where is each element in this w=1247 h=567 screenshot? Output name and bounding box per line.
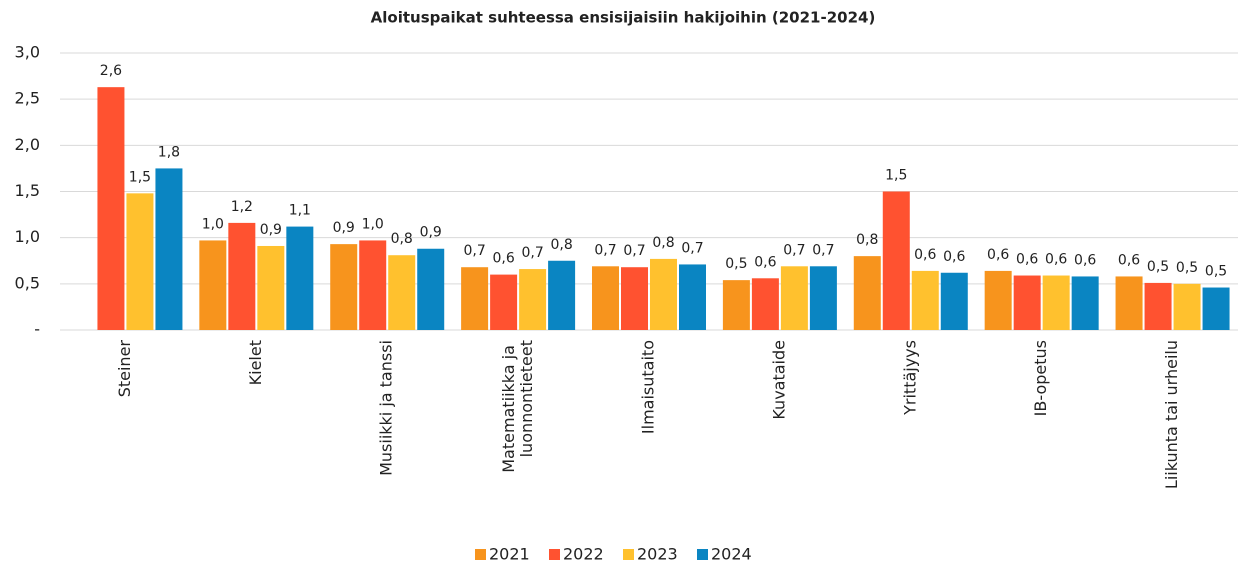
- data-label: 1,0: [362, 216, 384, 232]
- x-tick-label: Yrittäjyys: [900, 340, 919, 416]
- bar: [940, 272, 968, 330]
- data-label: 0,7: [783, 242, 805, 258]
- data-label: 1,0: [202, 216, 224, 232]
- bar: [388, 255, 416, 330]
- x-tick-label: IB-opetus: [1031, 340, 1050, 416]
- bar: [286, 226, 314, 330]
- data-label: 0,7: [594, 242, 616, 258]
- data-label: 1,8: [158, 144, 180, 160]
- bar: [722, 280, 750, 330]
- bar: [330, 244, 358, 330]
- bar: [1115, 276, 1143, 330]
- x-tick-label: Steiner: [115, 340, 134, 398]
- bar: [417, 248, 445, 330]
- data-label: 0,8: [856, 232, 878, 248]
- legend-label: 2021: [489, 545, 530, 564]
- data-label: 0,5: [1205, 264, 1227, 280]
- data-label: 0,6: [914, 247, 936, 263]
- data-label: 0,7: [812, 242, 834, 258]
- data-label: 0,5: [1147, 259, 1169, 275]
- bar: [97, 87, 125, 330]
- bar: [751, 278, 779, 330]
- legend-swatch: [623, 549, 634, 560]
- bar: [228, 222, 256, 330]
- bar: [199, 240, 227, 330]
- bar: [911, 270, 939, 330]
- legend-swatch: [549, 549, 560, 560]
- y-tick-label: 1,5: [15, 181, 40, 200]
- bar: [1144, 282, 1172, 330]
- data-label: 0,7: [681, 240, 703, 256]
- data-label: 0,6: [943, 249, 965, 265]
- bar: [155, 168, 183, 330]
- bar: [257, 245, 285, 330]
- data-label: 0,6: [1118, 252, 1140, 268]
- x-tick-label: Kielet: [246, 340, 265, 385]
- data-label: 0,5: [1176, 260, 1198, 276]
- x-tick-label: Musiikki ja tanssi: [377, 340, 396, 476]
- data-label: 2,6: [100, 63, 122, 79]
- x-tick-label: Kuvataide: [769, 340, 788, 420]
- x-tick-label: Liikunta tai urheilu: [1162, 340, 1181, 489]
- y-tick-label: 2,0: [15, 135, 40, 154]
- y-tick-label: 0,5: [15, 273, 40, 292]
- bar: [984, 270, 1012, 330]
- data-label: 0,6: [1045, 252, 1067, 268]
- bar: [679, 264, 706, 330]
- data-label: 0,7: [463, 243, 485, 259]
- bar: [1013, 275, 1041, 330]
- legend-swatch: [475, 549, 486, 560]
- data-label: 0,8: [391, 231, 413, 247]
- bar: [809, 266, 837, 330]
- legend-label: 2023: [637, 545, 678, 564]
- bar: [650, 258, 677, 330]
- data-label: 1,2: [231, 199, 253, 215]
- bar: [461, 267, 489, 330]
- y-tick-label: -: [34, 320, 40, 339]
- data-label: 1,5: [129, 169, 151, 185]
- legend-swatch: [697, 549, 708, 560]
- data-label: 0,8: [652, 235, 674, 251]
- data-label: 0,8: [550, 237, 572, 253]
- y-tick-label: 2,5: [15, 89, 40, 108]
- data-label: 0,7: [623, 243, 645, 259]
- bar: [780, 266, 808, 330]
- bar: [490, 274, 518, 330]
- data-label: 0,5: [725, 256, 747, 272]
- data-label: 0,9: [420, 225, 442, 241]
- legend-label: 2024: [711, 545, 752, 564]
- bar: [882, 191, 910, 330]
- bar: [519, 269, 547, 330]
- data-label: 1,1: [289, 203, 311, 219]
- data-label: 0,9: [333, 220, 355, 236]
- data-label: 1,5: [885, 168, 907, 184]
- data-label: 0,7: [521, 245, 543, 261]
- data-label: 0,6: [492, 251, 514, 267]
- data-label: 0,6: [1016, 252, 1038, 268]
- bar: [1202, 287, 1230, 330]
- x-tick-label: Ilmaisutaito: [639, 340, 658, 434]
- legend-label: 2022: [563, 545, 604, 564]
- bar: [126, 193, 154, 330]
- chart-title: Aloituspaikat suhteessa ensisijaisiin ha…: [371, 9, 876, 27]
- data-label: 0,6: [1074, 252, 1096, 268]
- y-tick-label: 3,0: [15, 43, 40, 62]
- data-label: 0,6: [987, 247, 1009, 263]
- y-tick-label: 1,0: [15, 227, 40, 246]
- bar: [1071, 276, 1099, 330]
- bar: [359, 240, 387, 330]
- bar: [592, 266, 619, 330]
- bar: [621, 267, 648, 330]
- data-label: 0,6: [754, 254, 776, 270]
- bar: [1042, 275, 1070, 330]
- data-label: 0,9: [260, 222, 282, 238]
- x-tick-label: Matematiikka ja luonnontieteet: [499, 340, 536, 473]
- bar: [1173, 283, 1201, 330]
- bar: [548, 260, 576, 330]
- bar: [853, 256, 881, 330]
